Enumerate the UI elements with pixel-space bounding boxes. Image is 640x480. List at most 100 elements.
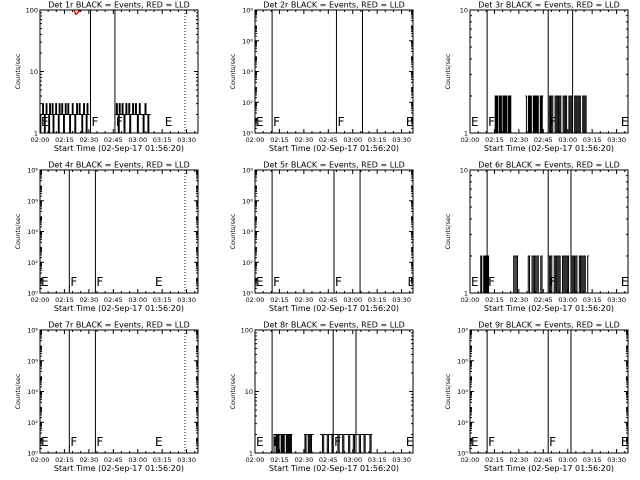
- flag-marker-label: E: [407, 275, 415, 289]
- x-tick-label: 02:15: [270, 296, 289, 304]
- flag-marker-label: F: [96, 435, 103, 449]
- flag-marker-label: E: [621, 115, 629, 129]
- y-tick-label: 10⁶: [27, 357, 38, 365]
- panel-1: Det 1r BLACK = Events, RED = LLD E F F E 02:0…: [14, 1, 199, 153]
- panel-title: Det 4r BLACK = Events, RED = LLD: [48, 161, 190, 170]
- x-tick-label: 03:00: [128, 296, 147, 304]
- x-tick-label: 02:30: [509, 296, 528, 304]
- x-tick-label: 02:45: [104, 456, 123, 464]
- flag-marker-label: F: [70, 435, 77, 449]
- flag-marker-label: E: [471, 435, 479, 449]
- y-tick-label: 10⁰: [242, 130, 253, 138]
- flag-marker-label: F: [549, 435, 556, 449]
- plot-frame: [39, 329, 199, 454]
- y-tick-label: 1: [464, 130, 468, 138]
- x-axis-label: Start Time (02-Sep-17 01:56:20): [269, 304, 399, 313]
- flag-marker-label: F: [488, 115, 495, 129]
- x-tick-label: 03:15: [583, 136, 602, 144]
- y-tick-label: 10⁴: [27, 388, 38, 396]
- x-tick-label: 02:00: [31, 456, 50, 464]
- y-tick-label: 10⁸: [27, 167, 38, 175]
- x-tick-label: 02:30: [79, 456, 98, 464]
- flag-marker-label: E: [256, 275, 264, 289]
- x-tick-label: 03:00: [558, 456, 577, 464]
- x-tick-label: 02:00: [246, 136, 265, 144]
- y-tick-label: 10⁸: [457, 327, 468, 335]
- x-tick-label: 03:00: [343, 136, 362, 144]
- y-tick-label: 10⁴: [242, 68, 253, 76]
- x-tick-label: 02:00: [246, 296, 265, 304]
- y-tick-label: 10⁶: [27, 197, 38, 205]
- x-tick-label: 03:15: [153, 456, 172, 464]
- x-axis-label: Start Time (02-Sep-17 01:56:20): [484, 144, 614, 153]
- y-tick-label: 10²: [457, 419, 468, 427]
- events-series-line: [479, 255, 490, 293]
- y-axis-label: Counts/sec: [444, 53, 452, 89]
- panel-title: Det 5r BLACK = Events, RED = LLD: [263, 161, 405, 170]
- flag-marker-label: F: [549, 115, 556, 129]
- events-series-line: [512, 255, 519, 293]
- x-tick-label: 02:30: [79, 136, 98, 144]
- y-tick-label: 1: [464, 290, 468, 298]
- x-tick-label: 03:15: [368, 136, 387, 144]
- y-tick-label: 10⁶: [242, 37, 253, 45]
- y-tick-label: 10⁰: [457, 450, 468, 458]
- y-tick-label: 10⁴: [242, 228, 253, 236]
- x-axis-label: Start Time (02-Sep-17 01:56:20): [54, 144, 184, 153]
- y-tick-label: 10⁸: [242, 7, 253, 15]
- y-tick-label: 10²: [27, 259, 38, 267]
- flag-marker-label: E: [155, 275, 163, 289]
- y-axis-label: Counts/sec: [14, 213, 22, 249]
- x-tick-label: 02:15: [485, 456, 504, 464]
- x-tick-label: 02:15: [485, 136, 504, 144]
- events-series-line: [548, 255, 589, 293]
- flag-marker-label: F: [549, 275, 556, 289]
- y-tick-label: 10⁸: [242, 167, 253, 175]
- panel-title: Det 1r BLACK = Events, RED = LLD: [48, 1, 190, 10]
- x-tick-label: 03:30: [177, 296, 196, 304]
- events-series-line: [525, 95, 544, 133]
- flag-marker-label: F: [273, 115, 280, 129]
- x-axis-label: Start Time (02-Sep-17 01:56:20): [269, 144, 399, 153]
- panel-7: Det 7r BLACK = Events, RED = LLD E F F E 02:0…: [14, 321, 199, 473]
- y-tick-label: 100: [241, 327, 253, 335]
- y-axis-label: Counts/sec: [229, 53, 237, 89]
- x-tick-label: 02:00: [461, 136, 480, 144]
- x-tick-label: 02:15: [55, 136, 74, 144]
- x-tick-label: 02:30: [294, 296, 313, 304]
- x-tick-label: 02:45: [104, 296, 123, 304]
- x-tick-label: 02:00: [461, 296, 480, 304]
- x-tick-label: 03:00: [558, 136, 577, 144]
- y-tick-label: 10⁴: [27, 228, 38, 236]
- x-axis-label: Start Time (02-Sep-17 01:56:20): [54, 464, 184, 473]
- flag-marker-label: F: [70, 275, 77, 289]
- flag-marker-label: F: [273, 275, 280, 289]
- y-tick-label: 10: [460, 7, 468, 15]
- events-series-line: [494, 95, 513, 133]
- x-tick-label: 02:00: [246, 456, 265, 464]
- x-tick-label: 02:30: [294, 136, 313, 144]
- x-tick-label: 02:15: [55, 296, 74, 304]
- flag-marker-label: E: [41, 435, 49, 449]
- flag-marker-label: E: [471, 275, 479, 289]
- y-tick-label: 100: [26, 7, 38, 15]
- x-tick-label: 03:30: [392, 456, 411, 464]
- y-axis-label: Counts/sec: [14, 53, 22, 89]
- plot-frame: [469, 169, 629, 294]
- panel-title: Det 7r BLACK = Events, RED = LLD: [48, 321, 190, 330]
- panel-title: Det 9r BLACK = Events, RED = LLD: [478, 321, 620, 330]
- flag-marker-label: E: [165, 115, 173, 129]
- x-tick-label: 02:30: [509, 136, 528, 144]
